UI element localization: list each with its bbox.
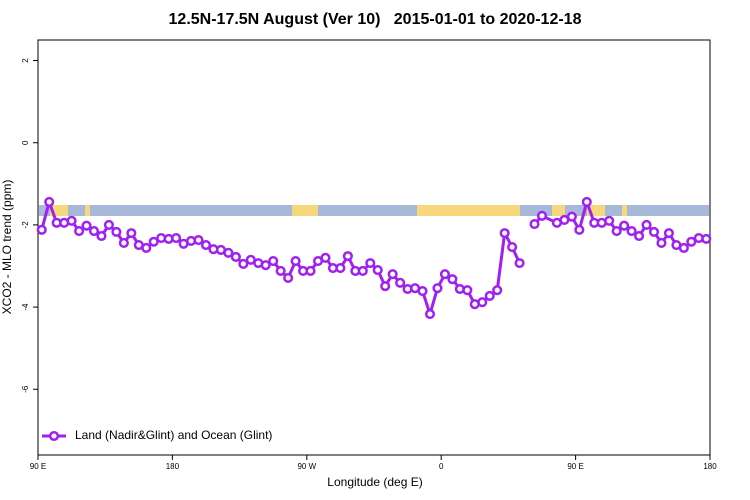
data-point (305, 265, 316, 276)
land-band (417, 205, 520, 216)
y-tick-label: -6 (21, 385, 30, 393)
plot-frame (37, 39, 711, 456)
data-point (581, 196, 592, 207)
data-point (678, 242, 689, 253)
data-point (477, 297, 488, 308)
data-point (238, 258, 249, 269)
data-point (395, 277, 406, 288)
data-point (372, 265, 383, 276)
data-point (171, 232, 182, 244)
data-point (626, 226, 637, 237)
legend-label: Land (Nadir&Glint) and Ocean (Glint) (75, 428, 272, 442)
data-point (380, 281, 391, 292)
land-band (50, 205, 68, 216)
data-point (223, 247, 234, 258)
data-point (88, 226, 100, 237)
data-point (260, 260, 271, 271)
data-point (536, 210, 548, 221)
data-point (529, 219, 540, 230)
data-point (641, 219, 652, 230)
x-tick-label: 90 E (567, 462, 583, 471)
data-point (275, 265, 286, 276)
x-axis-label: Longitude (deg E) (327, 475, 422, 489)
land-band (552, 205, 565, 216)
data-point (462, 285, 473, 296)
data-point (66, 215, 77, 226)
data-point (648, 226, 660, 237)
data-point (566, 211, 577, 222)
data-point (514, 258, 525, 269)
x-tick-label: 90 W (297, 462, 316, 471)
data-point (283, 272, 294, 283)
y-tick-label: -2 (21, 221, 30, 229)
data-point (447, 274, 458, 285)
data-point (507, 242, 518, 253)
data-point (335, 262, 346, 274)
data-point (686, 236, 697, 247)
x-tick-label: 0 (439, 462, 444, 471)
data-point (387, 269, 398, 280)
data-point (81, 220, 92, 231)
data-point (432, 283, 443, 294)
data-point (342, 251, 353, 262)
data-point (604, 215, 615, 226)
land-band (85, 205, 90, 216)
legend-marker (48, 430, 60, 442)
data-point (103, 219, 114, 230)
data-point (417, 286, 428, 297)
data-point (701, 233, 712, 244)
land-band (587, 205, 605, 216)
data-point (141, 242, 152, 253)
y-axis-label: XCO2 - MLO trend (ppm) (0, 180, 14, 315)
data-point (574, 224, 585, 235)
data-point (484, 290, 495, 302)
data-point (36, 224, 47, 235)
x-tick-label: 180 (166, 462, 180, 471)
data-point (619, 220, 630, 231)
y-tick-label: 0 (21, 140, 30, 145)
data-point (357, 265, 368, 276)
data-point (44, 196, 55, 207)
data-point (611, 226, 622, 237)
land-ocean-band (39, 205, 709, 216)
data-point (111, 226, 122, 237)
x-tick-label: 180 (703, 462, 717, 471)
land-band (292, 205, 318, 216)
data-point (499, 228, 510, 239)
data-point (290, 256, 301, 267)
data-point (193, 235, 204, 246)
data-point (663, 228, 674, 239)
data-point (656, 237, 667, 249)
data-point (492, 285, 503, 296)
chart-title: 12.5N-17.5N August (Ver 10) 2015-01-01 t… (169, 11, 582, 28)
data-point (74, 226, 85, 237)
data-point (148, 236, 159, 247)
data-point (439, 269, 450, 280)
data-point (96, 230, 107, 242)
data-point (634, 230, 645, 242)
data-point (320, 252, 331, 263)
y-tick-label: 2 (21, 58, 30, 63)
y-tick-label: -4 (21, 303, 30, 311)
data-point (230, 251, 241, 263)
data-point (268, 256, 279, 267)
land-band (622, 205, 627, 216)
data-point (200, 239, 212, 251)
data-point (365, 258, 376, 269)
ocean-band (39, 205, 709, 216)
data-point (424, 309, 436, 320)
data-point (118, 237, 129, 249)
x-tick-label: 90 E (30, 462, 46, 471)
data-point (126, 228, 137, 239)
